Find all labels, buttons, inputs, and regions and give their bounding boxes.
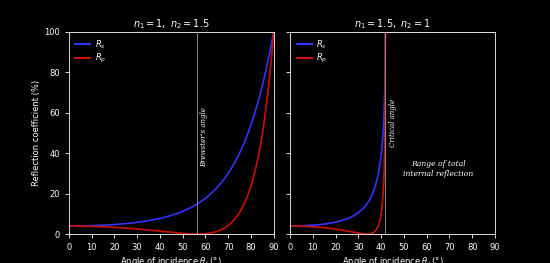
$R_p$: [186, 232, 193, 235]
$R_s$: [361, 206, 367, 209]
Text: Range of total
internal reflection: Range of total internal reflection: [403, 160, 473, 179]
Line: $R_p$: $R_p$: [290, 32, 495, 234]
$R_s$: [76, 224, 82, 227]
$R_s$: [186, 206, 193, 210]
$R_s$: [450, 30, 456, 33]
$R_p$: [271, 30, 277, 33]
$R_p$: [228, 221, 235, 224]
$R_p$: [408, 30, 415, 33]
Line: $R_s$: $R_s$: [69, 32, 274, 226]
Legend: $R_s$, $R_p$: $R_s$, $R_p$: [73, 36, 108, 68]
$R_p$: [196, 232, 202, 236]
$R_s$: [382, 30, 389, 33]
$R_p$: [439, 30, 446, 33]
$R_p$: [287, 224, 293, 227]
$R_p$: [361, 232, 367, 236]
$R_p$: [492, 30, 498, 33]
$R_s$: [271, 30, 277, 33]
Line: $R_s$: $R_s$: [290, 32, 495, 226]
$R_s$: [439, 30, 446, 33]
$R_p$: [65, 224, 72, 227]
$R_s$: [297, 224, 304, 227]
Title: $n_1 = 1,\ n_2 = 1.5$: $n_1 = 1,\ n_2 = 1.5$: [133, 17, 210, 31]
$R_s$: [417, 30, 424, 33]
$R_s$: [228, 166, 235, 170]
$R_p$: [217, 228, 224, 231]
$R_p$: [76, 224, 82, 227]
X-axis label: Angle of incidence $\theta_i$ (°): Angle of incidence $\theta_i$ (°): [342, 255, 443, 263]
$R_s$: [492, 30, 498, 33]
Text: Critical angle: Critical angle: [389, 99, 397, 147]
Y-axis label: Reflection coefficient (%): Reflection coefficient (%): [32, 80, 41, 186]
$R_p$: [297, 225, 304, 228]
$R_s$: [196, 201, 202, 204]
$R_p$: [140, 228, 146, 231]
$R_s$: [140, 220, 146, 223]
Line: $R_p$: $R_p$: [69, 32, 274, 234]
$R_p$: [364, 232, 370, 236]
Title: $n_1 = 1.5,\ n_2 = 1$: $n_1 = 1.5,\ n_2 = 1$: [354, 17, 431, 31]
$R_s$: [287, 224, 293, 227]
$R_p$: [194, 232, 200, 236]
$R_s$: [408, 30, 415, 33]
X-axis label: Angle of incidence $\theta_i$ (°): Angle of incidence $\theta_i$ (°): [120, 255, 222, 263]
$R_p$: [382, 30, 389, 33]
$R_p$: [450, 30, 456, 33]
Legend: $R_s$, $R_p$: $R_s$, $R_p$: [294, 36, 329, 68]
Text: Brewster's angle: Brewster's angle: [200, 107, 208, 167]
$R_p$: [417, 30, 424, 33]
$R_s$: [65, 224, 72, 227]
$R_s$: [217, 182, 224, 185]
